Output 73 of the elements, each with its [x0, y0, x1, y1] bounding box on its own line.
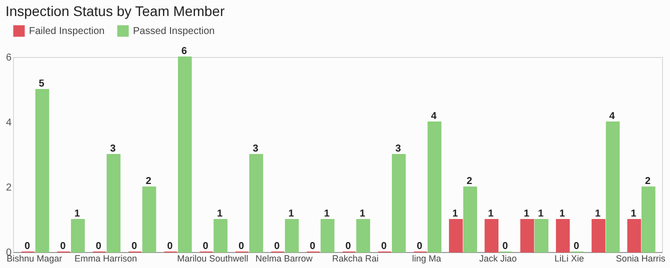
bar	[142, 186, 156, 252]
data-label: 1	[74, 208, 80, 220]
y-tick-label: 2	[6, 182, 12, 194]
data-label: 0	[381, 241, 388, 252]
data-label: 0	[167, 241, 174, 252]
bar	[35, 89, 50, 252]
data-label: 0	[131, 241, 138, 252]
bar	[627, 219, 642, 252]
bar	[249, 154, 264, 252]
data-label: 6	[181, 46, 188, 57]
chart-title: Inspection Status by Team Member	[5, 3, 225, 19]
x-tick-label: Nelma Barrow	[256, 254, 314, 264]
data-label: 1	[288, 208, 294, 220]
data-label: 2	[146, 176, 152, 187]
data-label: 2	[466, 176, 473, 187]
data-label: 0	[238, 241, 244, 252]
data-label: 3	[252, 144, 259, 154]
data-label: 0	[574, 241, 580, 252]
bar	[606, 122, 620, 252]
bar	[484, 219, 498, 252]
x-tick-label: ling Ma	[412, 254, 442, 264]
bar	[520, 219, 534, 252]
bar	[592, 219, 606, 252]
bar	[392, 154, 406, 252]
bar	[534, 219, 548, 252]
x-tick-label: Bishnu Magar	[6, 254, 62, 264]
data-label: 1	[595, 208, 602, 220]
bar	[70, 219, 85, 252]
data-label: 5	[38, 78, 45, 90]
x-tick-label: Marilou Southwell	[177, 254, 248, 264]
x-tick-label: LiLi Xie	[554, 254, 584, 264]
data-label: 1	[559, 208, 566, 220]
bar	[356, 219, 370, 252]
bar	[284, 219, 299, 252]
data-label: 0	[345, 241, 352, 252]
bar	[320, 219, 334, 252]
data-label: 0	[202, 241, 209, 252]
x-tick-label: Sonia Harris	[616, 254, 666, 264]
data-label: 4	[431, 111, 437, 122]
bar	[463, 186, 478, 252]
data-label: 1	[452, 208, 458, 220]
bar	[214, 219, 228, 252]
data-label: 1	[324, 208, 330, 220]
data-label: 1	[488, 208, 494, 220]
data-label: 3	[395, 144, 402, 154]
data-label: 1	[217, 208, 224, 220]
data-label: 0	[96, 241, 102, 252]
data-label: 0	[502, 241, 508, 252]
data-label: 0	[274, 241, 280, 252]
data-label: 1	[360, 208, 366, 220]
bar	[178, 56, 192, 252]
bar	[642, 186, 656, 252]
data-label: 0	[310, 241, 316, 252]
legend-label: Failed Inspection	[29, 26, 105, 37]
data-label: 1	[524, 208, 530, 220]
data-label: 1	[538, 208, 544, 220]
data-label: 2	[644, 176, 651, 187]
x-tick-label: Emma Harrison	[74, 254, 137, 264]
bar	[106, 154, 120, 252]
data-label: 3	[110, 144, 116, 154]
legend-label: Passed Inspection	[133, 26, 215, 37]
bar	[448, 219, 463, 252]
data-label: 4	[609, 111, 616, 122]
data-label: 1	[630, 208, 637, 220]
bar	[428, 122, 442, 252]
y-tick-label: 6	[6, 52, 12, 64]
bar	[556, 219, 570, 252]
x-tick-label: Rakcha Rai	[332, 254, 379, 264]
data-label: 0	[416, 241, 423, 252]
y-tick-label: 4	[6, 118, 12, 128]
data-label: 0	[60, 241, 66, 252]
x-tick-label: Jack Jiao	[479, 254, 517, 264]
data-label: 0	[24, 241, 30, 252]
